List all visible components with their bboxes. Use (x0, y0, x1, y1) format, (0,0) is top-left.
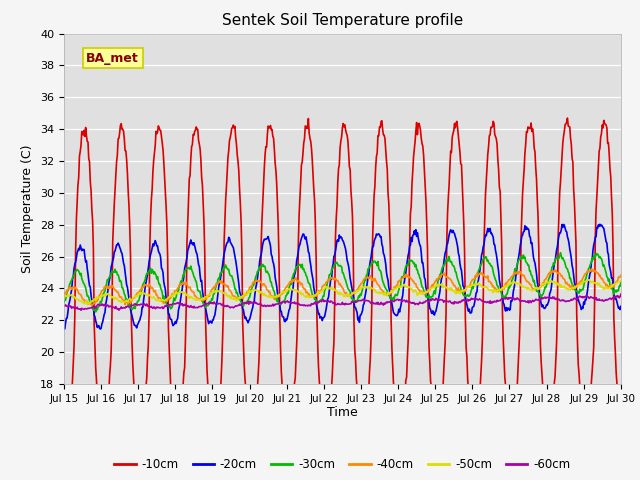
-30cm (92, 309, 100, 315)
-20cm (97, 326, 104, 332)
-50cm (183, 292, 191, 298)
Line: -30cm: -30cm (64, 253, 621, 312)
Line: -60cm: -60cm (64, 294, 621, 310)
X-axis label: Time: Time (327, 407, 358, 420)
-40cm (617, 272, 625, 278)
-40cm (389, 287, 397, 293)
-50cm (444, 286, 451, 292)
-60cm (183, 303, 191, 309)
-40cm (588, 266, 595, 272)
-60cm (444, 299, 451, 304)
-20cm (335, 239, 342, 244)
-50cm (83, 302, 91, 308)
-20cm (617, 303, 625, 309)
-10cm (617, 423, 625, 429)
-60cm (60, 303, 68, 309)
-60cm (207, 300, 215, 306)
-30cm (389, 296, 397, 301)
-50cm (207, 290, 215, 296)
-10cm (444, 209, 451, 215)
-30cm (207, 299, 215, 305)
-40cm (335, 280, 342, 286)
-60cm (617, 291, 625, 297)
-40cm (89, 302, 97, 308)
-60cm (566, 298, 574, 303)
Y-axis label: Soil Temperature (C): Soil Temperature (C) (22, 144, 35, 273)
-10cm (60, 420, 68, 426)
-60cm (335, 301, 342, 307)
Legend: -10cm, -20cm, -30cm, -40cm, -50cm, -60cm: -10cm, -20cm, -30cm, -40cm, -50cm, -60cm (109, 453, 575, 475)
-10cm (564, 115, 572, 121)
-40cm (183, 281, 191, 287)
-10cm (389, 361, 397, 367)
Line: -40cm: -40cm (64, 269, 621, 305)
-10cm (206, 404, 214, 409)
-40cm (207, 288, 215, 294)
-20cm (207, 319, 215, 324)
Line: -50cm: -50cm (64, 280, 621, 305)
Title: Sentek Soil Temperature profile: Sentek Soil Temperature profile (222, 13, 463, 28)
-40cm (444, 275, 451, 280)
-30cm (568, 279, 575, 285)
-20cm (389, 305, 397, 311)
-20cm (566, 251, 574, 256)
-50cm (389, 288, 397, 294)
-50cm (617, 278, 625, 284)
-30cm (444, 258, 451, 264)
-40cm (60, 292, 68, 298)
-30cm (335, 263, 342, 268)
Line: -10cm: -10cm (64, 118, 621, 436)
-30cm (617, 280, 625, 286)
-60cm (389, 298, 397, 304)
-20cm (60, 326, 68, 332)
-30cm (60, 300, 68, 305)
Line: -20cm: -20cm (64, 224, 621, 329)
-50cm (335, 290, 342, 296)
-50cm (585, 277, 593, 283)
-10cm (182, 307, 190, 312)
-40cm (566, 283, 574, 289)
-10cm (568, 142, 575, 147)
-10cm (210, 433, 218, 439)
-10cm (335, 166, 342, 172)
-60cm (77, 307, 85, 313)
-50cm (566, 287, 574, 293)
-20cm (183, 254, 191, 260)
-20cm (596, 221, 604, 227)
-20cm (444, 240, 451, 246)
-30cm (183, 265, 191, 271)
-50cm (60, 296, 68, 302)
-30cm (557, 250, 564, 256)
Text: BA_met: BA_met (86, 52, 139, 65)
